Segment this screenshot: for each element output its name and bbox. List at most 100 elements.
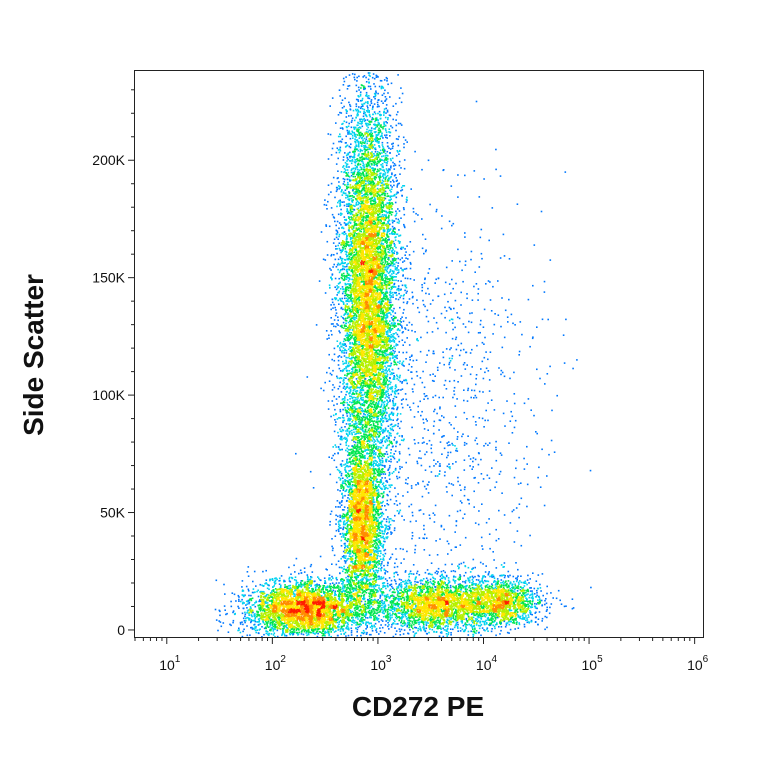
event-dot — [361, 204, 363, 206]
event-dot — [347, 289, 350, 292]
event-dot — [349, 238, 352, 241]
event-dot — [333, 325, 335, 328]
event-dot — [348, 355, 350, 357]
event-dot — [390, 428, 392, 431]
event-dot — [381, 252, 384, 254]
event-dot — [367, 440, 369, 442]
event-dot — [381, 284, 383, 286]
event-dot — [349, 267, 352, 269]
event-dot — [387, 246, 389, 248]
event-dot — [386, 349, 388, 351]
event-dot — [397, 262, 400, 264]
event-dot — [345, 126, 348, 128]
event-dot — [385, 361, 388, 364]
event-dot — [387, 297, 389, 300]
event-dot — [362, 269, 364, 271]
event-dot — [402, 439, 405, 442]
event-dot — [341, 268, 344, 271]
event-dot — [364, 328, 367, 330]
event-dot — [385, 336, 387, 338]
event-dot — [368, 352, 370, 355]
event-dot — [386, 80, 388, 82]
event-dot — [360, 359, 363, 361]
event-dot — [377, 223, 380, 226]
event-dot — [371, 336, 373, 338]
event-dot — [394, 312, 397, 314]
event-dot — [383, 384, 386, 386]
event-dot — [390, 242, 393, 245]
event-dot — [349, 208, 352, 211]
event-dot — [346, 286, 349, 288]
event-dot — [388, 203, 391, 205]
event-dot — [342, 387, 345, 389]
event-dot — [395, 196, 398, 199]
event-dot — [383, 214, 386, 216]
event-dot — [349, 364, 352, 366]
event-dot — [373, 170, 375, 172]
event-dot — [338, 242, 341, 244]
event-dot — [386, 225, 388, 228]
event-dot — [344, 339, 347, 342]
event-dot — [378, 257, 381, 260]
event-dot — [348, 115, 350, 117]
event-dot — [374, 261, 377, 264]
event-dot — [399, 509, 402, 512]
event-dot — [372, 294, 374, 296]
event-dot — [358, 423, 360, 425]
event-dot — [373, 275, 375, 278]
event-dot — [364, 367, 366, 370]
event-dot — [404, 248, 406, 250]
event-dot — [370, 187, 373, 189]
event-dot — [336, 220, 339, 223]
event-dot — [373, 292, 376, 294]
event-dot — [356, 195, 359, 197]
event-dot — [363, 321, 366, 323]
event-dot — [350, 332, 353, 334]
event-dot — [381, 287, 384, 290]
event-dot — [346, 203, 349, 206]
event-dot — [346, 169, 349, 171]
event-dot — [345, 356, 347, 359]
event-dot — [339, 381, 341, 384]
event-dot — [354, 285, 357, 287]
event-dot — [336, 323, 338, 325]
event-dot — [375, 360, 377, 363]
event-dot — [397, 298, 400, 301]
event-dot — [386, 403, 389, 405]
event-dot — [348, 387, 350, 390]
event-dot — [348, 470, 350, 472]
event-dot — [391, 484, 393, 486]
event-dot — [343, 385, 346, 388]
event-dot — [383, 280, 386, 282]
event-dot — [387, 281, 389, 283]
event-dot — [377, 342, 380, 345]
event-dot — [347, 340, 350, 342]
event-dot — [371, 452, 373, 454]
event-dot — [344, 463, 347, 465]
event-dot — [339, 288, 342, 290]
event-dot — [342, 343, 345, 345]
event-dot — [370, 388, 372, 390]
event-dot — [353, 261, 356, 264]
event-dot — [349, 338, 352, 340]
event-dot — [387, 251, 390, 253]
event-dot — [390, 244, 392, 246]
event-dot — [358, 173, 361, 176]
event-dot — [377, 141, 379, 143]
event-dot — [364, 133, 366, 136]
event-dot — [379, 335, 382, 338]
event-dot — [398, 435, 401, 437]
event-dot — [398, 292, 400, 295]
event-dot — [357, 164, 359, 166]
event-dot — [387, 222, 390, 224]
event-dot — [343, 242, 346, 244]
event-dot — [373, 336, 376, 339]
event-dot — [369, 259, 371, 262]
event-dot — [386, 453, 389, 455]
event-dot — [362, 346, 364, 349]
event-dot — [357, 361, 360, 364]
event-dot — [372, 347, 374, 349]
event-dot — [383, 161, 386, 163]
event-dot — [348, 226, 350, 229]
event-dot — [374, 128, 376, 130]
